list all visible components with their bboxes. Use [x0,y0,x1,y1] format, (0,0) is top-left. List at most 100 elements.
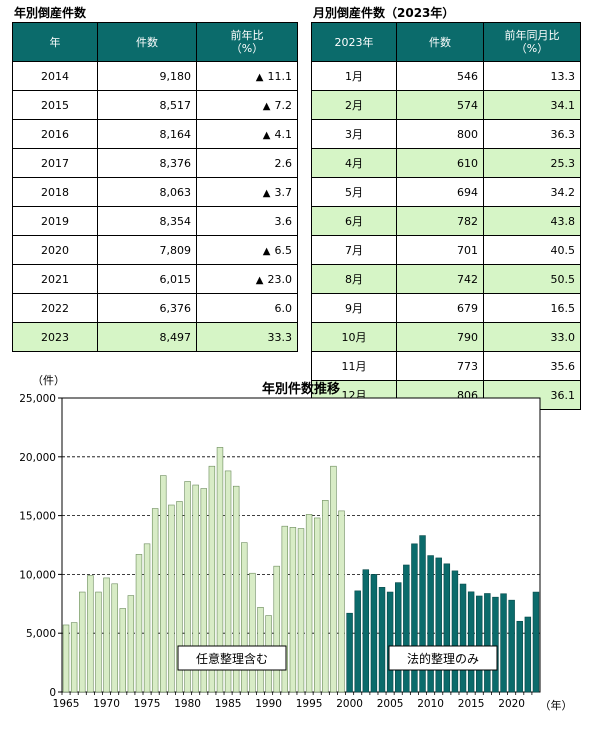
bar [289,527,297,693]
decrease-triangle-icon: ▲ [262,187,271,199]
monthly-change-cell: 25.3 [483,148,581,178]
monthly-row: 6月 782 43.8 [311,206,581,236]
bar [330,465,337,693]
x-tick-label: 2000 [336,698,363,710]
monthly-change-cell: 34.1 [483,90,581,120]
x-tick-label: 2020 [498,698,525,710]
monthly-header-change: 前年同月比 （%） [483,22,581,62]
annual-count-cell: 8,376 [97,148,197,178]
bar [403,564,410,693]
bar [354,590,361,693]
monthly-count-cell: 610 [396,148,484,178]
annual-change-value: 11.1 [267,69,293,83]
bar [346,612,353,693]
monthly-row: 2月 574 34.1 [311,90,581,120]
annual-change-cell: 6.0 [196,293,298,323]
monthly-row: 8月 742 50.5 [311,264,581,294]
bar [184,481,191,693]
monthly-month-cell: 6月 [311,206,397,236]
annual-year-cell: 2016 [12,119,98,149]
bar [103,577,110,693]
bar [224,470,232,693]
bar [459,583,467,693]
decrease-triangle-icon: ▲ [255,274,264,286]
bar [378,587,386,693]
bar [297,528,305,693]
monthly-header-month: 2023年 [311,22,397,62]
x-tick-label: 2010 [417,698,444,710]
annual-change-cell: 2.6 [196,148,298,178]
annual-row: 2016 8,164 ▲ 4.1 [12,119,298,149]
monthly-count-cell: 694 [396,177,484,207]
y-tick-label: 25,000 [19,393,56,405]
annual-change-cell: ▲ 4.1 [196,119,298,149]
monthly-row: 10月 790 33.0 [311,322,581,352]
monthly-month-cell: 3月 [311,119,397,149]
annotation-voluntary: 任意整理含む [196,651,268,666]
monthly-count-cell: 701 [396,235,484,265]
bar [216,447,224,693]
bar [160,475,167,693]
annual-change-cell: ▲ 7.2 [196,90,298,120]
bar [322,500,329,693]
bar [338,510,345,693]
annual-year-cell: 2022 [12,293,98,323]
annotation-box [177,645,287,671]
annual-count-cell: 8,164 [97,119,197,149]
annotation-box [388,645,498,671]
bar [208,465,216,693]
monthly-row: 5月 694 34.2 [311,177,581,207]
monthly-row: 7月 701 40.5 [311,235,581,265]
bar [241,542,248,693]
annual-header-change: 前年比 （%） [196,22,298,62]
bankruptcy-trend-chart: 年別件数推移 （件） 0 5,000 10,000 15,000 20,000 25,000 1… [19,374,572,712]
bar [168,504,175,693]
annual-row: 2018 8,063 ▲ 3.7 [12,177,298,207]
annual-count-cell: 8,517 [97,90,197,120]
bar [232,485,240,693]
bar [273,565,280,693]
bar [70,622,78,693]
bar [411,543,418,693]
bar [427,555,434,693]
monthly-header-count: 件数 [396,22,484,62]
x-tick-label: 1965 [53,698,80,710]
annual-year-cell: 2018 [12,177,98,207]
annual-row: 2014 9,180 ▲ 11.1 [12,61,298,91]
bar [119,608,126,693]
bar [443,563,451,693]
bar [386,591,394,693]
bar [176,501,183,693]
x-tick-label: 2015 [458,698,485,710]
monthly-row: 1月 546 13.3 [311,61,581,91]
bar [62,624,70,693]
bar [484,593,491,693]
bar [451,570,459,693]
annual-count-cell: 7,809 [97,235,197,265]
monthly-change-cell: 34.2 [483,177,581,207]
bar [419,535,426,693]
x-tick-label: 1980 [174,698,201,710]
bar [281,525,289,693]
annual-change-cell: 3.6 [196,206,298,236]
bar [127,595,135,693]
annual-table-title: 年別倒産件数 [14,6,87,20]
annual-change-value: 3.7 [274,185,293,199]
annual-year-cell: 2020 [12,235,98,265]
annual-header-change-unit: （%） [230,42,264,55]
x-tick-label: 1975 [134,698,161,710]
monthly-change-cell: 40.5 [483,235,581,265]
monthly-month-cell: 10月 [311,322,397,352]
bar [395,582,402,693]
monthly-change-cell: 16.5 [483,293,581,323]
annual-change-value: 7.2 [274,98,293,112]
annual-row: 2017 8,376 2.6 [12,148,298,178]
monthly-count-cell: 790 [396,322,484,352]
annual-change-value: 6.0 [274,301,293,315]
bar [508,599,515,693]
monthly-count-cell: 782 [396,206,484,236]
monthly-row: 11月 773 35.6 [311,351,581,381]
bar [192,484,199,693]
monthly-row: 3月 800 36.3 [311,119,581,149]
y-tick-label: 15,000 [19,511,56,523]
